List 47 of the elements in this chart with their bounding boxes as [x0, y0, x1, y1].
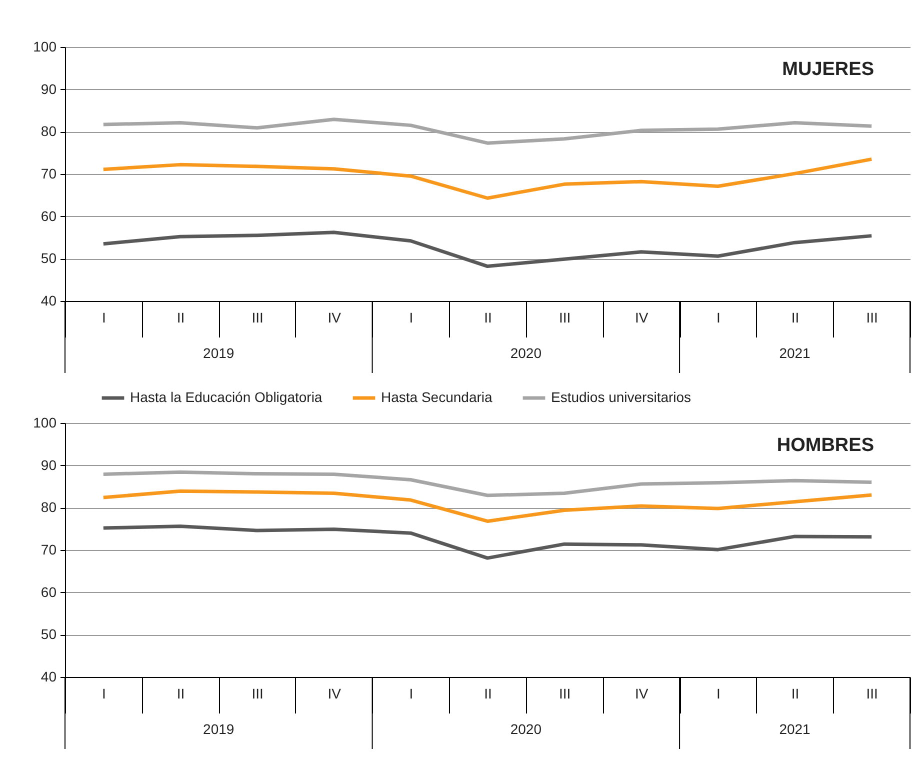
x-tick-label: I	[716, 310, 720, 326]
x-tick-label: IV	[328, 686, 342, 702]
y-tick-label: 70	[40, 166, 57, 182]
legend-label: Hasta la Educación Obligatoria	[130, 389, 322, 405]
y-tick-label: 100	[33, 414, 57, 430]
legend-label: Estudios universitarios	[551, 389, 692, 405]
y-tick-label: 60	[40, 208, 57, 224]
x-tick-label: IV	[328, 310, 342, 326]
text: 2021	[779, 721, 811, 737]
x-tick-label: II	[791, 686, 800, 702]
text: 2019	[203, 721, 234, 737]
x-tick-label: III	[252, 686, 264, 702]
y-tick-label: 90	[40, 80, 57, 97]
x-tick-label: I	[409, 310, 414, 326]
x-tick-label: II	[791, 310, 800, 326]
legend-label: Hasta Secundaria	[381, 389, 493, 405]
y-tick-label: 80	[40, 123, 57, 140]
x-tick-label: II	[176, 686, 185, 702]
x-tick-label: III	[252, 310, 264, 326]
text: 2019	[203, 345, 234, 361]
x-tick-label: III	[866, 686, 878, 702]
x-tick-label: II	[484, 686, 492, 702]
x-tick-label: III	[558, 310, 571, 326]
y-tick-label: 40	[40, 292, 57, 308]
x-tick-label: III	[558, 686, 571, 702]
x-tick-label: III	[866, 310, 878, 326]
x-tick-label: I	[102, 310, 106, 326]
y-tick-label: 90	[40, 456, 57, 473]
y-tick-label: 80	[40, 499, 57, 516]
x-tick-label: I	[102, 686, 106, 702]
text: HOMBRES	[776, 435, 874, 456]
x-tick-label: IV	[635, 310, 649, 326]
y-tick-label: 50	[40, 250, 57, 266]
y-tick-label: 40	[40, 668, 57, 684]
x-tick-label: II	[484, 310, 492, 326]
x-tick-label: IV	[635, 686, 649, 702]
y-tick-label: 100	[33, 38, 57, 54]
x-tick-label: I	[409, 686, 414, 702]
x-tick-label: I	[716, 686, 720, 702]
text: MUJERES	[782, 59, 874, 80]
y-tick-label: 70	[40, 542, 57, 558]
y-tick-label: 60	[40, 584, 57, 600]
x-tick-label: II	[176, 310, 185, 326]
text: 2020	[510, 345, 542, 361]
text: 2021	[779, 345, 811, 361]
y-tick-label: 50	[40, 626, 57, 642]
text: 2020	[510, 721, 542, 737]
